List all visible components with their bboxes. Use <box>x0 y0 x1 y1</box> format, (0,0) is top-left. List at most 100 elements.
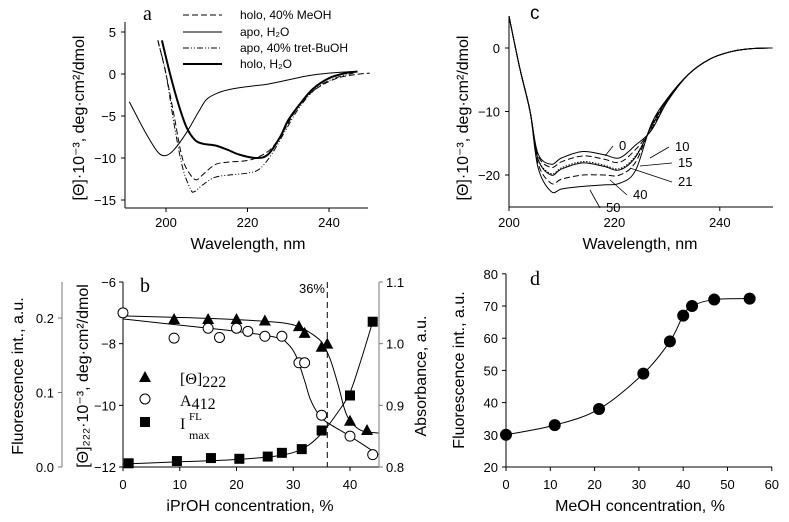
c-series-label-0: 0 <box>619 138 626 153</box>
b-y-tick-label-right: 0.9 <box>386 398 404 413</box>
c-ylabel: [Θ]·10⁻³, deg·cm²/dmol <box>455 36 472 201</box>
a-x-tick-label: 220 <box>237 215 259 230</box>
legend-b-triangle-marker <box>139 371 151 382</box>
b-point-A412 <box>117 307 129 319</box>
a-y-tick-label: −15 <box>94 193 116 208</box>
a-y-tick-label: −10 <box>94 151 116 166</box>
d-point <box>663 335 676 348</box>
b-x-tick-label: 40 <box>343 477 357 492</box>
c-series-line-0 <box>508 16 773 165</box>
b-point-IFLmax <box>123 458 134 469</box>
b-point-A412 <box>202 322 214 334</box>
b-point-A412 <box>242 325 254 337</box>
b-point-theta222 <box>298 326 311 338</box>
b-ylabel-right: Absorbance, a.u. <box>413 316 430 437</box>
b-y-tick-label-right: 1.0 <box>386 337 404 352</box>
b-point-IFLmax <box>276 447 287 458</box>
b-y-tick-label-left-outer: 0.2 <box>36 311 54 326</box>
b-point-theta222 <box>321 337 334 349</box>
b-xlabel: iPrOH concentration, % <box>166 498 333 515</box>
c-y-tick-label: −20 <box>478 168 500 183</box>
b-ylabel-left: [Θ]₂₂₂·10⁻³, deg·cm²/dmol <box>75 284 92 468</box>
c-label-leader-50 <box>589 189 601 209</box>
legend-a-label-1: apo, H₂O <box>240 25 289 39</box>
b-point-A412 <box>259 330 271 342</box>
c-y-tick-label: −10 <box>478 105 500 120</box>
c-label-leader-15 <box>639 162 673 167</box>
d-point <box>548 419 561 432</box>
d-x-tick-label: 40 <box>676 477 690 492</box>
d-fit-line <box>505 298 750 436</box>
d-xlabel: MeOH concentration, % <box>555 498 725 515</box>
legend-a: holo, 40% MeOH apo, H₂O apo, 40% tret-Bu… <box>183 8 348 71</box>
panel-c-letter: c <box>530 3 540 24</box>
c-series-label-10: 10 <box>675 139 689 154</box>
c-series-label-15: 15 <box>678 155 692 170</box>
legend-b-label-0: [Θ]222 <box>180 371 226 391</box>
b-y-tick-label-left: −8 <box>101 337 116 352</box>
d-point <box>500 428 512 441</box>
b-point-IFLmax <box>367 316 378 327</box>
legend-b-circle-marker <box>139 393 151 405</box>
d-x-tick-label: 60 <box>765 477 779 492</box>
legend-b-label-2-base: I <box>180 416 185 433</box>
d-point <box>708 293 721 306</box>
c-x-tick-label: 220 <box>604 215 626 230</box>
b-point-IFLmax <box>345 390 355 401</box>
a-y-tick-label: 5 <box>109 25 116 40</box>
b-point-theta222 <box>361 423 374 435</box>
d-point <box>593 403 606 416</box>
b-point-A412 <box>213 331 225 343</box>
legend-a-label-0: holo, 40% MeOH <box>240 8 331 22</box>
d-point <box>637 367 650 380</box>
d-point <box>677 309 690 322</box>
d-y-tick-label: 80 <box>484 267 498 282</box>
c-y-tick-label: 0 <box>493 41 500 56</box>
b-point-theta222 <box>258 314 271 326</box>
a-y-tick-label: 0 <box>109 67 116 82</box>
b-point-theta222 <box>292 320 305 332</box>
c-series-line-50 <box>508 16 773 194</box>
b-annotation-36: 36% <box>299 281 325 296</box>
b-point-IFLmax <box>234 453 245 464</box>
b-y-tick-label-left: −10 <box>94 398 116 413</box>
b-point-IFLmax <box>316 425 327 436</box>
b-y-tick-label-left: −6 <box>101 275 116 290</box>
legend-b-label-2-sup: FL <box>189 411 202 423</box>
b-y-tick-label-right: 1.1 <box>386 275 404 290</box>
d-y-tick-label: 20 <box>484 460 498 475</box>
a-series-line-2 <box>157 40 354 193</box>
panel-d-letter: d <box>530 268 540 290</box>
c-label-leader-40 <box>609 179 628 196</box>
b-point-A412 <box>276 330 288 342</box>
d-y-tick-label: 40 <box>484 396 498 411</box>
c-series-line-40 <box>508 16 773 185</box>
panel-b-letter: b <box>140 275 150 297</box>
c-xlabel: Wavelength, nm <box>582 236 697 253</box>
d-x-tick-label: 0 <box>502 477 509 492</box>
a-series-line-0 <box>157 40 370 181</box>
a-y-tick-label: −5 <box>101 109 116 124</box>
d-y-tick-label: 60 <box>484 331 498 346</box>
c-series-label-40: 40 <box>633 187 647 202</box>
b-point-theta222 <box>230 312 243 324</box>
b-x-tick-label: 0 <box>119 477 126 492</box>
d-y-tick-label: 70 <box>484 299 498 314</box>
b-y-tick-label-left-outer: 0.1 <box>36 386 54 401</box>
c-series-label-21: 21 <box>678 174 692 189</box>
c-label-leader-10 <box>649 146 670 159</box>
b-point-A412 <box>168 332 180 344</box>
a-series-line-3 <box>160 40 358 160</box>
c-series-label-50: 50 <box>606 200 620 215</box>
c-series-line-21 <box>508 16 773 176</box>
d-y-tick-label: 50 <box>484 363 498 378</box>
b-point-theta222 <box>168 312 181 324</box>
d-x-tick-label: 30 <box>632 477 646 492</box>
panel-a-letter: a <box>143 3 152 25</box>
legend-a-label-3: holo, H₂O <box>240 57 292 71</box>
c-series-line-15 <box>508 16 773 175</box>
a-ylabel: [Θ]·10⁻³, deg·cm²/dmol <box>71 36 88 201</box>
d-point <box>743 292 756 305</box>
c-x-tick-label: 200 <box>498 215 520 230</box>
b-x-tick-label: 10 <box>173 477 187 492</box>
